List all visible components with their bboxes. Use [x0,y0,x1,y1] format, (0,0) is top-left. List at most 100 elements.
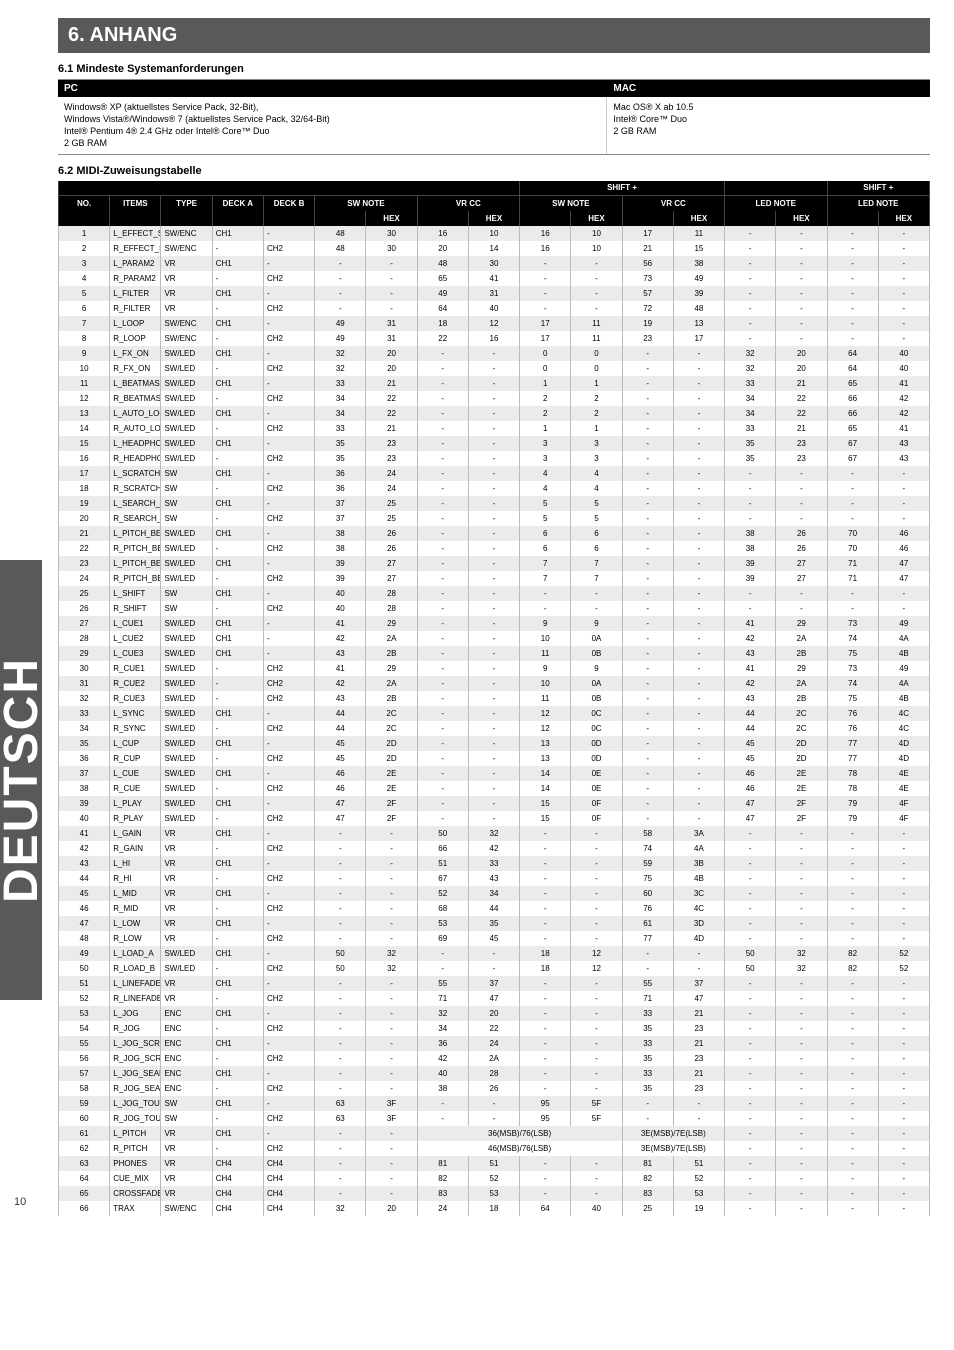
table-row: 30R_CUE1SW/LED-CH24129--99--41297349 [59,661,930,676]
midi-cell: 41 [725,661,776,676]
midi-cell: SW [161,466,212,481]
midi-cell: 2A [468,1051,519,1066]
midi-cell: - [263,1096,314,1111]
midi-cell: 22 [366,391,417,406]
midi-cell: ENC [161,1066,212,1081]
midi-cell: 40 [315,601,366,616]
midi-cell: - [622,556,673,571]
midi-cell: CH2 [263,421,314,436]
midi-cell: 48 [673,301,724,316]
sysreq-heading: 6.1 Mindeste Systemanforderungen [58,63,930,75]
midi-cell: 3D [673,916,724,931]
midi-cell: 65 [827,376,878,391]
table-row: 8R_LOOPSW/ENC-CH24931221617112317---- [59,331,930,346]
midi-cell: - [622,661,673,676]
midi-cell: 40 [468,301,519,316]
midi-cell: 42 [725,631,776,646]
midi-cell: - [673,616,724,631]
table-row: 17L_SCRATCH_MODESWCH1-3624--44------ [59,466,930,481]
midi-cell: - [622,376,673,391]
table-row: 19L_SEARCH_MODESWCH1-3725--55------ [59,496,930,511]
midi-cell: 13 [520,751,571,766]
midi-cell: 33 [622,1036,673,1051]
midi-cell: - [263,1036,314,1051]
midi-cell: 74 [622,841,673,856]
midi-col-shift2: SHIFT + [827,181,929,196]
table-row: 21L_PITCH_BEND-SW/LEDCH1-3826--66--38267… [59,526,930,541]
midi-cell: CH1 [212,766,263,781]
midi-cell: - [366,1006,417,1021]
midi-cell: - [468,451,519,466]
midi-col-header: SW NOTE [520,196,622,211]
midi-cell: SW/LED [161,766,212,781]
table-row: 35L_CUPSW/LEDCH1-452D--130D--452D774D [59,736,930,751]
midi-cell: - [212,601,263,616]
midi-cell: - [212,1081,263,1096]
midi-cell: - [212,241,263,256]
midi-cell: - [417,616,468,631]
midi-cell: SW/LED [161,961,212,976]
midi-cell: 18 [59,481,110,496]
midi-cell: 21 [776,421,827,436]
midi-cell: R_LOOP [110,331,161,346]
midi-cell: - [212,691,263,706]
midi-cell: VR [161,841,212,856]
midi-cell: CH1 [212,856,263,871]
midi-cell: 75 [622,871,673,886]
midi-cell: - [673,691,724,706]
midi-cell: - [468,466,519,481]
midi-cell: 32 [468,826,519,841]
table-row: 40R_PLAYSW/LED-CH2472F--150F--472F794F [59,811,930,826]
table-row: 63PHONESVRCH4CH4--8151--8151---- [59,1156,930,1171]
midi-cell: - [366,256,417,271]
midi-cell: - [776,1066,827,1081]
midi-cell: - [366,976,417,991]
midi-cell: 2C [776,706,827,721]
midi-cell: - [622,406,673,421]
midi-cell: CH2 [263,1051,314,1066]
midi-cell: 50 [725,961,776,976]
midi-cell: 4C [878,721,929,736]
midi-cell: - [725,1186,776,1201]
midi-cell: R_PITCH_BEND- [110,541,161,556]
midi-cell: SW/LED [161,616,212,631]
midi-cell: - [571,601,622,616]
midi-cell: - [725,871,776,886]
midi-cell: - [468,586,519,601]
midi-cell: 75 [827,691,878,706]
midi-cell: - [827,511,878,526]
midi-cell: - [263,586,314,601]
midi-cell: 0 [520,361,571,376]
midi-cell: CH4 [263,1156,314,1171]
midi-cell: SW/LED [161,781,212,796]
midi-cell: CH1 [212,976,263,991]
table-row: 37L_CUESW/LEDCH1-462E--140E--462E784E [59,766,930,781]
midi-cell: - [366,856,417,871]
midi-cell: 49 [315,316,366,331]
midi-cell: R_PLAY [110,811,161,826]
midi-cell: R_JOG_TOUCH [110,1111,161,1126]
midi-cell: 44 [725,721,776,736]
midi-cell: 3F [366,1111,417,1126]
midi-cell: 3A [673,826,724,841]
midi-cell: 73 [622,271,673,286]
midi-cell: 3E(MSB)/7E(LSB) [622,1126,724,1141]
midi-cell: 22 [417,331,468,346]
midi-cell: - [878,286,929,301]
midi-cell: 47 [878,571,929,586]
midi-cell: - [212,361,263,376]
midi-cell: 9 [520,661,571,676]
midi-cell: L_JOG [110,1006,161,1021]
midi-cell: 2 [571,406,622,421]
midi-cell: CH2 [263,331,314,346]
midi-cell: - [622,751,673,766]
midi-cell: SW/LED [161,676,212,691]
midi-cell: 0C [571,721,622,736]
midi-cell: - [468,406,519,421]
midi-cell: - [417,586,468,601]
midi-cell: - [673,1111,724,1126]
midi-cell: - [315,856,366,871]
midi-cell: - [212,331,263,346]
midi-cell: - [571,841,622,856]
midi-cell: 64 [827,346,878,361]
